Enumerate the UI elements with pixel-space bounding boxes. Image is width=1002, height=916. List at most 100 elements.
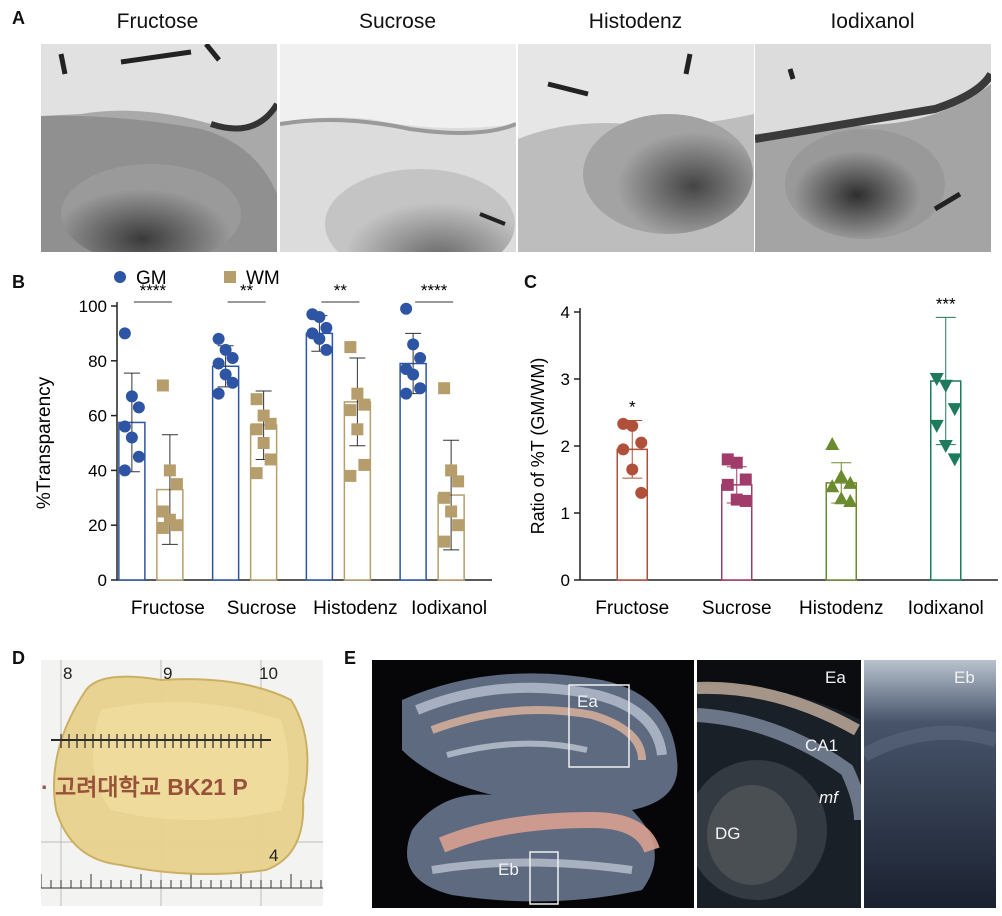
data-point: [626, 419, 639, 432]
y-tick-label: 20: [88, 516, 107, 535]
ruler-number-8: 8: [63, 664, 73, 683]
data-point-gm: [132, 450, 145, 463]
data-point: [929, 419, 944, 433]
box-eb: [529, 851, 559, 905]
data-point: [825, 479, 840, 493]
data-point-gm: [212, 357, 225, 370]
inset-eb-photo: Eb: [864, 660, 996, 908]
micrograph-histodenz: [518, 44, 754, 252]
data-point-wm: [156, 379, 169, 392]
inset-ea-dg-label: DG: [715, 824, 741, 843]
data-point-gm: [320, 343, 333, 356]
significance-label: ****: [140, 281, 167, 300]
data-point: [825, 436, 840, 450]
box-label-ea: Ea: [577, 692, 598, 711]
data-point: [938, 379, 953, 393]
data-point-wm: [438, 491, 451, 504]
chart-ratio: 0 1 2 3 4 Ratio of %T (GM/WM) Fructose * Sucrose…: [528, 294, 998, 619]
data-point-wm: [170, 478, 183, 491]
y-tick-label: 0: [561, 571, 570, 590]
data-point: [635, 436, 648, 449]
data-point-wm: [438, 382, 451, 395]
x-tick-label-histodenz: Histodenz: [313, 598, 398, 619]
data-point-wm: [358, 458, 371, 471]
data-point-wm: [445, 505, 458, 518]
inset-ea-ca1-label: CA1: [805, 736, 839, 755]
bar-gm-histodenz: [305, 332, 334, 581]
data-point-wm: [351, 387, 364, 400]
x-tick-label-iodixanol: Iodixanol: [411, 598, 487, 619]
data-point-gm: [118, 420, 131, 433]
panel-a-title-iodixanol: Iodixanol: [830, 10, 915, 33]
panel-c-label: C: [524, 272, 537, 292]
data-point: [739, 494, 752, 507]
data-point-gm: [125, 390, 138, 403]
data-point: [834, 491, 849, 505]
data-point-gm: [407, 368, 420, 381]
panel-a-title-histodenz: Histodenz: [588, 10, 683, 33]
data-point-gm: [226, 376, 239, 389]
box-ea: [568, 684, 630, 768]
panel-d-label: D: [12, 648, 25, 668]
data-point-gm: [313, 310, 326, 323]
data-point-wm: [250, 423, 263, 436]
data-point-gm: [400, 302, 413, 315]
legend-marker-wm: [224, 271, 236, 283]
inset-ea-corner-label: Ea: [825, 668, 846, 687]
data-point: [626, 463, 639, 476]
data-point-gm: [226, 352, 239, 365]
significance-label: *: [629, 398, 636, 417]
x-tick-label-fructose: Fructose: [131, 598, 205, 619]
legend-label-gm: GM: [136, 268, 167, 289]
significance-label: ***: [936, 294, 956, 313]
data-point: [721, 478, 734, 491]
data-point-wm: [445, 464, 458, 477]
ruler-number-10: 10: [259, 664, 278, 683]
y-tick-label: 4: [561, 303, 570, 322]
data-point-gm: [125, 431, 138, 444]
x-tick-label-fructose: Fructose: [595, 598, 669, 619]
y-tick-label: 2: [561, 437, 570, 456]
tissue-photo: 8 9 10 4 · 고려대학교 BK21 P: [41, 660, 323, 906]
y-tick-label: 0: [98, 571, 107, 590]
data-point-wm: [344, 469, 357, 482]
data-point-gm: [118, 464, 131, 477]
data-point-gm: [320, 321, 333, 334]
panel-e-label: E: [344, 648, 357, 668]
data-point-wm: [163, 464, 176, 477]
box-label-eb: Eb: [498, 860, 519, 879]
data-point-gm: [313, 332, 326, 345]
data-point-gm: [407, 338, 420, 351]
tape-text: · 고려대학교 BK21 P: [41, 774, 248, 800]
data-point-wm: [250, 467, 263, 480]
y-tick-label: 60: [88, 407, 107, 426]
y-axis-label: %Transparency: [34, 376, 55, 509]
ruler-number-4: 4: [269, 846, 279, 865]
legend-label-wm: WM: [246, 268, 280, 289]
data-point-wm: [156, 521, 169, 534]
hippocampus-slice-photo: Ea Eb: [372, 660, 694, 908]
y-tick-label: 100: [79, 297, 107, 316]
data-point-wm: [452, 519, 465, 532]
significance-label: **: [240, 281, 254, 300]
legend-marker-gm: [114, 271, 126, 283]
panel-a-title-sucrose: Sucrose: [358, 10, 437, 33]
significance-label: **: [334, 281, 348, 300]
data-point-wm: [257, 437, 270, 449]
x-tick-label-sucrose: Sucrose: [227, 598, 297, 619]
y-tick-label: 80: [88, 352, 107, 371]
data-point: [730, 456, 743, 469]
data-point-wm: [358, 398, 371, 411]
x-tick-label-histodenz: Histodenz: [799, 598, 884, 619]
data-point: [739, 473, 752, 486]
bar-gm-sucrose: [211, 365, 240, 581]
data-point-gm: [212, 387, 225, 400]
x-tick-label-sucrose: Sucrose: [702, 598, 772, 619]
data-point-wm: [452, 475, 465, 488]
data-point-gm: [212, 332, 225, 345]
data-point-gm: [414, 352, 427, 365]
data-point-wm: [344, 341, 357, 354]
y-axis-label: Ratio of %T (GM/WM): [528, 358, 548, 535]
data-point: [617, 417, 630, 430]
